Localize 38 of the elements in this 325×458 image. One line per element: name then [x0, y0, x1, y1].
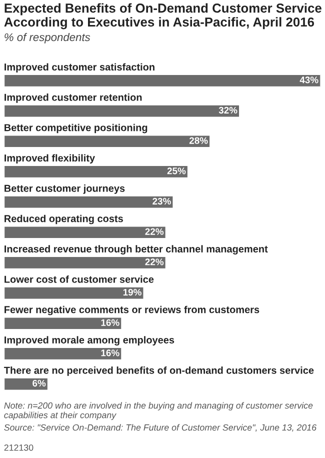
text: 212130 — [4, 444, 34, 451]
y-tick-label: Increased revenue through better channel management — [4, 245, 268, 255]
chart-subtitle: % of respondents — [4, 32, 90, 44]
bar — [4, 316, 122, 330]
y-tick-label: Improved flexibility — [4, 154, 95, 164]
bar — [4, 376, 49, 392]
bar — [4, 194, 174, 210]
y-tick-label: Lower cost of customer service — [4, 276, 154, 283]
data-label: 25% — [167, 168, 186, 174]
y-tick-label: There are no perceived benefits of on-demand customers service — [4, 366, 314, 376]
bar — [4, 286, 145, 300]
bar — [4, 164, 189, 179]
chart-title: Expected Benefits of On-Demand Customer Service According to Executives in Asia-Pacific, April 2016 — [4, 3, 322, 30]
data-label: 23% — [152, 198, 171, 205]
bar — [4, 104, 240, 118]
data-label: 22% — [145, 258, 164, 266]
bar — [4, 225, 167, 240]
bar — [4, 74, 321, 88]
y-tick-label: Improved customer satisfaction — [4, 63, 154, 73]
bar — [4, 134, 211, 148]
y-tick-label: Reduced operating costs — [4, 214, 123, 224]
text: Note: n=200 who are involved in the buying and managing of customer service capabilities at their company — [4, 402, 313, 420]
data-label: 19% — [123, 288, 142, 296]
y-tick-label: Better competitive positioning — [4, 124, 148, 134]
data-label: 22% — [145, 228, 164, 235]
data-label: 16% — [101, 350, 120, 356]
data-label: 6% — [32, 380, 46, 387]
data-label: 32% — [218, 106, 238, 114]
data-label: 28% — [189, 137, 208, 144]
y-tick-label: Improved customer retention — [4, 94, 142, 103]
bar — [4, 346, 122, 361]
y-tick-label: Better customer journeys — [4, 184, 125, 194]
y-tick-label: Improved morale among employees — [4, 336, 174, 346]
data-label: 43% — [300, 76, 318, 84]
source-note: Source: "Service On-Demand: The Future of Customer Service", June 13, 2016 — [4, 424, 317, 432]
bar — [4, 256, 167, 270]
data-label: 16% — [101, 319, 120, 326]
y-tick-label: Fewer negative comments or reviews from customers — [4, 306, 260, 316]
